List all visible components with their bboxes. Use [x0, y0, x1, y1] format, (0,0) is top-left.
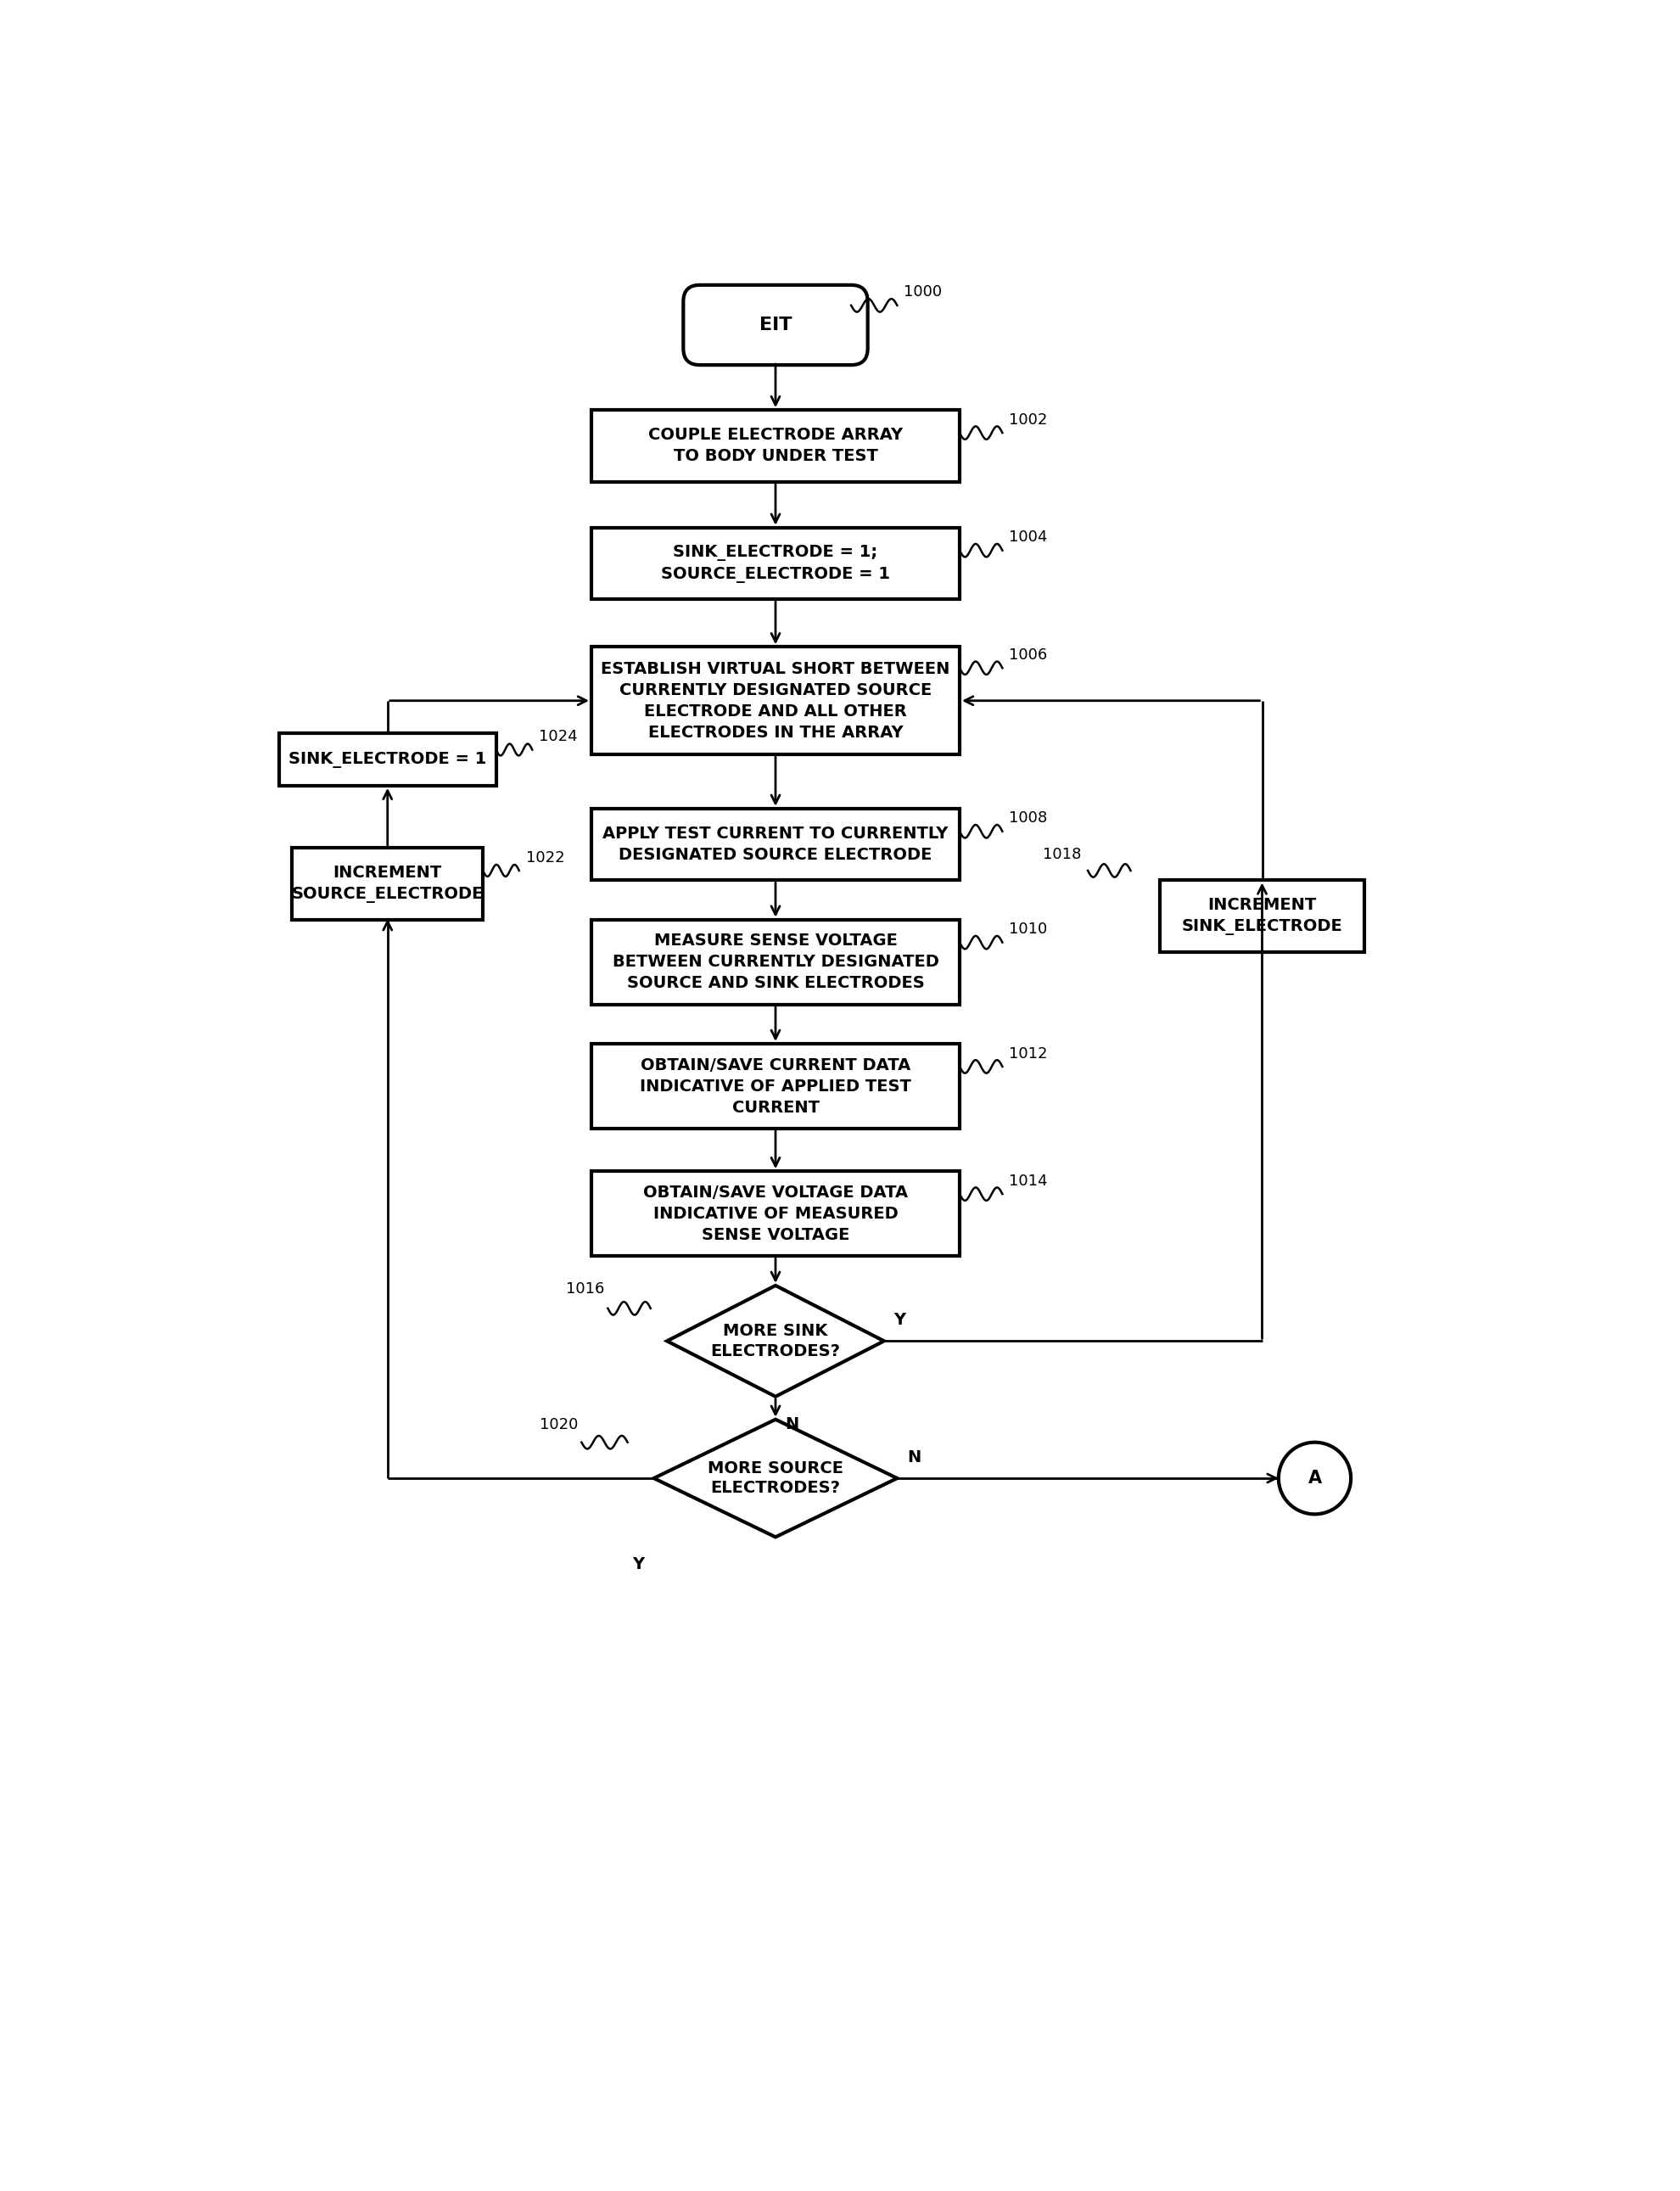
Text: Y: Y [632, 1556, 643, 1573]
Bar [591, 920, 959, 1003]
Text: MORE SINK
ELECTRODES?: MORE SINK ELECTRODES? [711, 1323, 840, 1358]
Text: 1010: 1010 [1010, 922, 1047, 938]
Text: OBTAIN/SAVE VOLTAGE DATA
INDICATIVE OF MEASURED
SENSE VOLTAGE: OBTAIN/SAVE VOLTAGE DATA INDICATIVE OF M… [643, 1185, 907, 1242]
Bar [591, 808, 959, 881]
Text: 1002: 1002 [1010, 412, 1047, 427]
Bar [1161, 881, 1364, 953]
Bar [591, 1172, 959, 1255]
Bar [591, 410, 959, 482]
Text: 1016: 1016 [566, 1282, 605, 1297]
Text: COUPLE ELECTRODE ARRAY
TO BODY UNDER TEST: COUPLE ELECTRODE ARRAY TO BODY UNDER TES… [648, 427, 902, 464]
Text: INCREMENT
SOURCE_ELECTRODE: INCREMENT SOURCE_ELECTRODE [292, 865, 484, 903]
Bar [591, 1043, 959, 1128]
Bar [591, 646, 959, 754]
Text: A: A [1309, 1470, 1322, 1488]
Text: N: N [785, 1415, 800, 1433]
FancyBboxPatch shape [684, 285, 867, 366]
Text: SINK_ELECTRODE = 1;
SOURCE_ELECTRODE = 1: SINK_ELECTRODE = 1; SOURCE_ELECTRODE = 1 [660, 543, 890, 583]
Bar [292, 848, 482, 920]
Bar [591, 528, 959, 600]
Text: Y: Y [894, 1312, 906, 1328]
Text: INCREMENT
SINK_ELECTRODE: INCREMENT SINK_ELECTRODE [1181, 898, 1342, 936]
Text: OBTAIN/SAVE CURRENT DATA
INDICATIVE OF APPLIED TEST
CURRENT: OBTAIN/SAVE CURRENT DATA INDICATIVE OF A… [640, 1056, 911, 1115]
Text: 1008: 1008 [1010, 811, 1047, 826]
Text: 1012: 1012 [1010, 1045, 1048, 1060]
Text: SINK_ELECTRODE = 1: SINK_ELECTRODE = 1 [289, 752, 487, 767]
Text: MORE SOURCE
ELECTRODES?: MORE SOURCE ELECTRODES? [707, 1459, 843, 1496]
Text: N: N [907, 1448, 921, 1466]
Text: 1024: 1024 [539, 730, 578, 745]
Text: 1018: 1018 [1043, 846, 1082, 861]
Text: EIT: EIT [759, 316, 791, 333]
Text: ESTABLISH VIRTUAL SHORT BETWEEN
CURRENTLY DESIGNATED SOURCE
ELECTRODE AND ALL OT: ESTABLISH VIRTUAL SHORT BETWEEN CURRENTL… [601, 662, 949, 741]
Polygon shape [654, 1420, 897, 1538]
Text: 1006: 1006 [1010, 646, 1047, 662]
Circle shape [1278, 1442, 1351, 1514]
Text: 1020: 1020 [539, 1418, 578, 1433]
Text: MEASURE SENSE VOLTAGE
BETWEEN CURRENTLY DESIGNATED
SOURCE AND SINK ELECTRODES: MEASURE SENSE VOLTAGE BETWEEN CURRENTLY … [612, 933, 939, 990]
Polygon shape [667, 1286, 884, 1396]
Text: 1004: 1004 [1010, 530, 1047, 546]
Text: 1014: 1014 [1010, 1174, 1048, 1188]
Bar [279, 734, 496, 787]
Text: APPLY TEST CURRENT TO CURRENTLY
DESIGNATED SOURCE ELECTRODE: APPLY TEST CURRENT TO CURRENTLY DESIGNAT… [603, 826, 948, 863]
Text: 1022: 1022 [526, 850, 564, 865]
Text: 1000: 1000 [904, 285, 942, 300]
